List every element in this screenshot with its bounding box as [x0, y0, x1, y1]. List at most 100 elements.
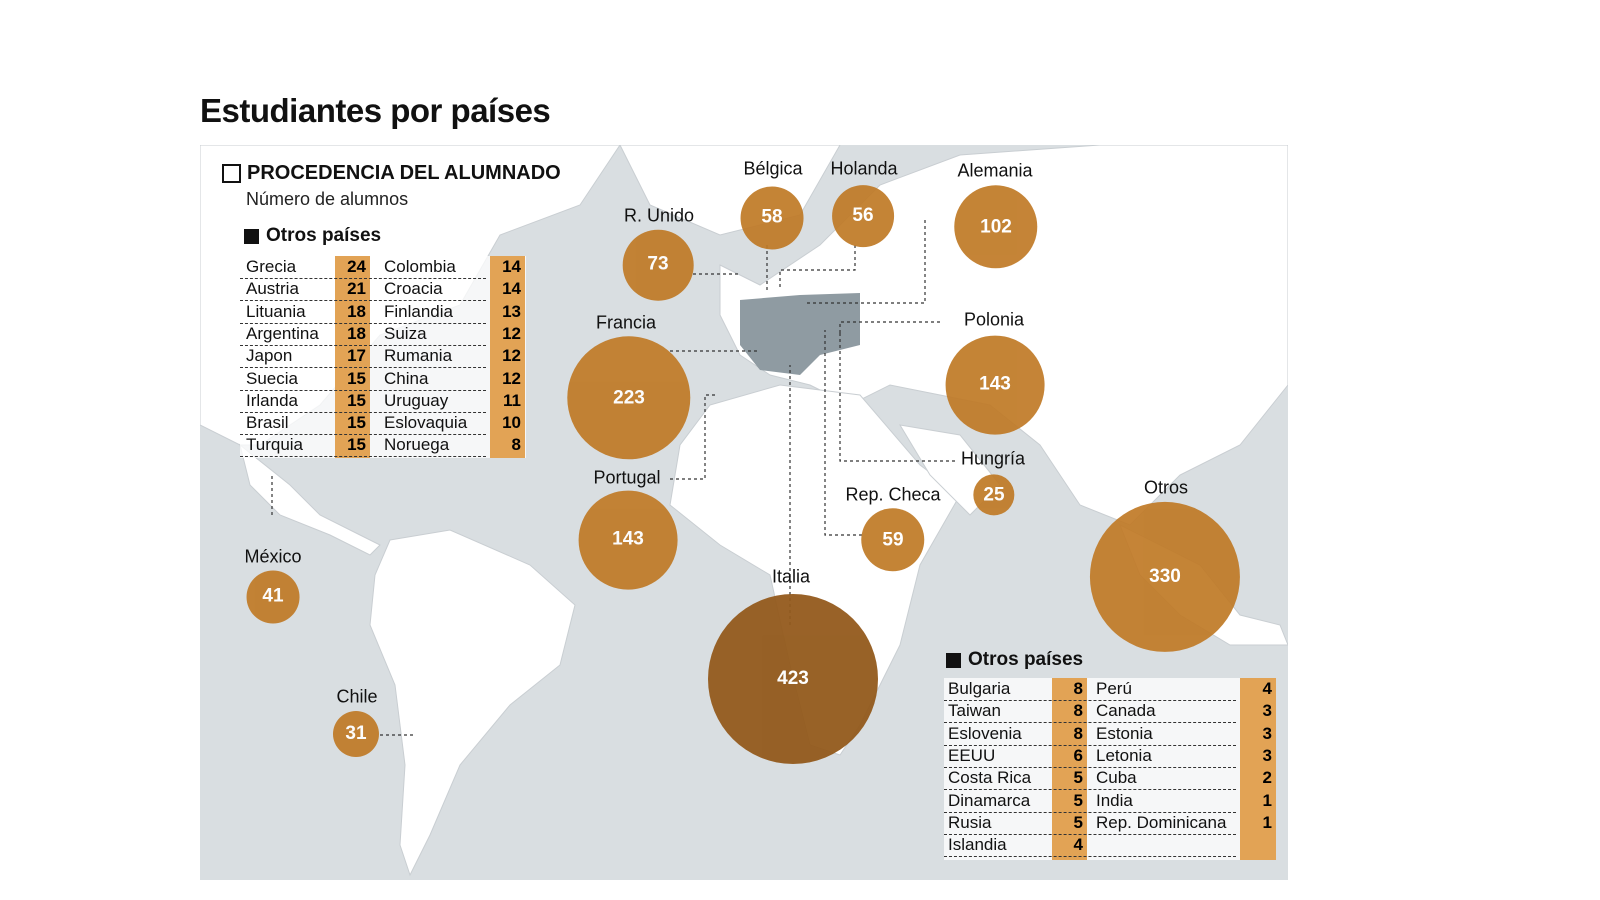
bubble-value: 41 [262, 585, 284, 607]
table-value: 3 [1262, 723, 1272, 743]
table-value: 4 [1262, 679, 1272, 698]
table-value: 2 [1262, 768, 1272, 788]
table-country: India [1096, 790, 1133, 810]
table-value: 3 [1262, 745, 1272, 765]
table-value: 1 [1262, 790, 1272, 810]
table-value: 15 [347, 390, 366, 410]
table-value: 8 [1073, 679, 1083, 698]
bubble-3: 102 [954, 185, 1038, 269]
table-value: 1 [1262, 812, 1272, 832]
table-value: 13 [502, 301, 521, 321]
table-value: 11 [503, 390, 521, 410]
table-row [240, 256, 486, 279]
country-label: Alemania [957, 160, 1033, 181]
table-row [944, 767, 1236, 791]
table-row [240, 278, 486, 302]
country-label: Chile [336, 686, 378, 707]
others-title-2: Otros países [946, 649, 1083, 671]
table-country: Argentina [246, 323, 319, 343]
table-country: Estonia [1096, 723, 1153, 743]
country-label: Francia [595, 312, 657, 333]
table-country: Turquia [246, 435, 304, 455]
table-row [944, 723, 1236, 746]
table-row [240, 301, 486, 324]
table-country: Croacia [384, 279, 443, 299]
country-label: Rep. Checa [845, 484, 941, 505]
table-row [240, 345, 486, 369]
others-title-text: Otros países [266, 225, 382, 246]
value-column [335, 256, 370, 458]
country-label: Holanda [830, 158, 898, 179]
table-country: Uruguay [384, 390, 449, 410]
bubble-value: 31 [345, 722, 367, 744]
legend-header: PROCEDENCIA DEL ALUMNADO [222, 162, 561, 185]
country-label: Italia [771, 566, 811, 587]
legend-header-text: PROCEDENCIA DEL ALUMNADO [247, 162, 561, 184]
bubble-value: 143 [979, 373, 1011, 395]
table-value: 3 [1262, 701, 1272, 721]
table-country: Grecia [246, 257, 297, 276]
table-row [944, 700, 1236, 724]
table-value: 18 [347, 323, 366, 343]
table-country: Canada [1096, 701, 1156, 721]
bubble-6: 143 [578, 490, 678, 590]
country-label: Portugal [593, 467, 661, 488]
table-row [240, 323, 486, 346]
bubble-4: 223 [567, 336, 691, 460]
table-country: Austria [246, 279, 299, 299]
table-row [240, 412, 486, 436]
bubble-7: 25 [973, 474, 1015, 516]
bubble-5: 143 [945, 335, 1045, 435]
bubble-value: 56 [852, 205, 874, 226]
legend-subtitle: Número de alumnos [246, 189, 409, 209]
bubble-value: 59 [882, 528, 904, 550]
table-country: Bulgaria [948, 679, 1011, 698]
table-country: Cuba [1096, 768, 1137, 788]
value-column [490, 256, 525, 458]
value-column [1240, 678, 1276, 860]
country-label: México [244, 546, 302, 567]
land-south-america [369, 529, 576, 877]
others-table-2: Bulgaria 8 Perú 4 Taiwan 8 Canada 3 Eslovenia 8 Es… [944, 678, 1276, 860]
square-icon [244, 228, 259, 244]
table-country: Suecia [246, 368, 298, 388]
leader-lines [271, 220, 955, 736]
bubble-value: 58 [761, 207, 783, 228]
table-row [240, 368, 486, 391]
table-value: 24 [347, 257, 366, 276]
bubble-10: 41 [246, 570, 300, 624]
table-value: 17 [347, 346, 366, 366]
table-value: 8 [1073, 723, 1083, 743]
page-title: Estudiantes por países [200, 92, 551, 129]
bubble-value: 143 [612, 528, 644, 550]
table-country: China [384, 368, 429, 388]
table-value: 15 [347, 368, 366, 388]
table-country: Irlanda [246, 390, 298, 410]
value-column [1052, 678, 1087, 860]
country-label: Bélgica [743, 158, 803, 179]
bubble-value: 25 [983, 483, 1005, 505]
table-value: 5 [1073, 812, 1083, 832]
world-map [200, 145, 1288, 880]
table-country: Rumania [384, 346, 453, 366]
table-country: Dinamarca [948, 790, 1031, 810]
table-country: Noruega [384, 435, 450, 455]
table-value: 12 [502, 346, 521, 366]
bubble-2: 56 [832, 185, 894, 247]
table-value: 5 [1073, 790, 1083, 810]
square-icon [946, 652, 961, 668]
table-row [240, 390, 486, 413]
table-value: 5 [1073, 768, 1083, 788]
bubble-0: 73 [622, 229, 694, 301]
table-value: 21 [347, 279, 366, 299]
table-country: Eslovaquia [384, 413, 468, 433]
table-row [240, 434, 486, 458]
table-country: Rusia [948, 812, 992, 832]
table-row [944, 745, 1236, 768]
bubble-value: 223 [613, 386, 645, 408]
table-value: 10 [502, 413, 521, 433]
table-country: Brasil [246, 413, 289, 433]
table-value: 12 [502, 368, 521, 388]
others-title-1: Otros países [244, 225, 381, 247]
table-country: Finlandia [384, 301, 453, 321]
